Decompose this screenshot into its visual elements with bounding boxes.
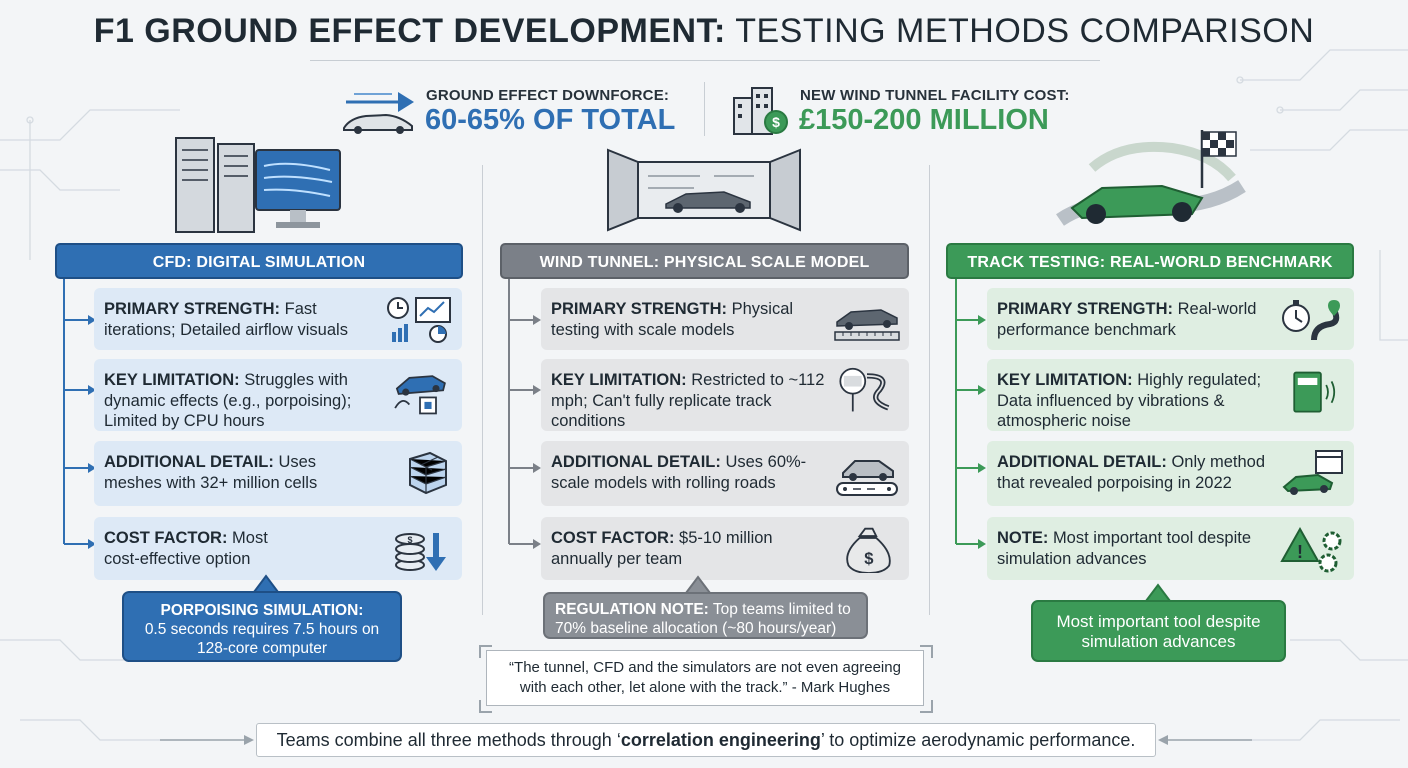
callout-text: Top teams limited to 70% baseline alloca… <box>555 601 851 637</box>
card-text: Most cost-effective option <box>104 529 268 568</box>
warning-gear-icon: ! <box>1280 526 1342 573</box>
wind-tunnel-callout: REGULATION NOTE: Top teams limited to 70… <box>543 592 868 639</box>
car-cpu-icon <box>394 375 446 415</box>
card-label: PRIMARY STRENGTH: <box>997 300 1174 318</box>
footer-left-arrow <box>160 735 254 745</box>
cfd-connector <box>63 278 96 549</box>
track-callout: Most important tool despite simulation a… <box>1031 600 1286 662</box>
card-label: KEY LIMITATION: <box>997 371 1133 389</box>
cfd-callout: PORPOISING SIMULATION: 0.5 seconds requi… <box>122 591 402 662</box>
card-label: KEY LIMITATION: <box>104 371 240 389</box>
card-text: Most important tool despite simulation a… <box>997 529 1252 568</box>
cfd-callout-pointer <box>252 574 280 593</box>
track-column-header: TRACK TESTING: REAL-WORLD BENCHMARK <box>946 243 1354 279</box>
wind-tunnel-header-text: WIND TUNNEL: PHYSICAL SCALE MODEL <box>539 254 870 271</box>
wind-tunnel-icon <box>607 148 801 232</box>
quote-box: “The tunnel, CFD and the simulators are … <box>486 650 924 706</box>
race-car-flag-icon <box>1056 130 1246 226</box>
track-limitation-card: KEY LIMITATION: Highly regulated; Data i… <box>987 359 1354 431</box>
wind-tunnel-connector <box>508 278 541 549</box>
page-title: F1 GROUND EFFECT DEVELOPMENT: TESTING ME… <box>0 12 1408 51</box>
card-text: Uses meshes with 32+ million cells <box>104 453 318 492</box>
fast-car-icon <box>343 92 414 134</box>
svg-text:$: $ <box>772 114 780 130</box>
track-connector <box>955 278 986 549</box>
cfd-strength-card: PRIMARY STRENGTH: Fast iterations; Detai… <box>94 288 462 350</box>
card-text: $5-10 million annually per team <box>551 529 773 568</box>
svg-text:!: ! <box>1297 542 1303 562</box>
cfd-column-header: CFD: DIGITAL SIMULATION <box>55 243 463 279</box>
car-calendar-icon <box>1282 450 1343 495</box>
building-money-icon: $ <box>733 87 788 135</box>
card-text: Restricted to ~112 mph; Can't fully repl… <box>551 371 825 430</box>
card-label: NOTE: <box>997 529 1049 547</box>
track-header-text: TRACK TESTING: REAL-WORLD BENCHMARK <box>967 254 1333 271</box>
title-rule <box>310 60 1100 61</box>
card-label: COST FACTOR: <box>104 529 228 547</box>
card-text: Fast iterations; Detailed airflow visual… <box>104 300 348 339</box>
callout-label: REGULATION NOTE: <box>555 601 709 618</box>
mesh-cube-icon <box>409 451 447 495</box>
wind-tunnel-strength-card: PRIMARY STRENGTH: Physical testing with … <box>541 288 909 350</box>
card-text: Struggles with dynamic effects (e.g., po… <box>104 371 352 430</box>
title-light: TESTING METHODS COMPARISON <box>735 12 1315 50</box>
wind-tunnel-detail-card: ADDITIONAL DETAIL: Uses 60%-scale models… <box>541 441 909 506</box>
column-divider-right <box>929 165 930 615</box>
card-label: PRIMARY STRENGTH: <box>551 300 728 318</box>
track-note-card: NOTE: Most important tool despite simula… <box>987 517 1354 580</box>
title-bold: F1 GROUND EFFECT DEVELOPMENT: <box>93 12 726 50</box>
card-label: ADDITIONAL DETAIL: <box>104 453 274 471</box>
track-strength-card: PRIMARY STRENGTH: Real-world performance… <box>987 288 1354 350</box>
money-bag-icon: $ <box>846 527 891 573</box>
footer-summary: Teams combine all three methods through … <box>256 723 1156 757</box>
svg-text:$: $ <box>407 535 412 545</box>
footer-post: ’ to optimize aerodynamic performance. <box>820 730 1136 750</box>
rulebook-icon <box>1293 371 1336 413</box>
quote-corner-brackets <box>479 645 933 713</box>
track-detail-card: ADDITIONAL DETAIL: Only method that reve… <box>987 441 1354 506</box>
footer-pre: Teams combine all three methods through … <box>276 730 621 750</box>
card-label: ADDITIONAL DETAIL: <box>551 453 721 471</box>
cfd-limitation-card: KEY LIMITATION: Struggles with dynamic e… <box>94 359 462 431</box>
stat-downforce-label: GROUND EFFECT DOWNFORCE: <box>426 87 670 104</box>
callout-label: PORPOISING SIMULATION: <box>160 602 364 619</box>
wind-tunnel-cost-card: COST FACTOR: $5-10 million annually per … <box>541 517 909 580</box>
card-label: COST FACTOR: <box>551 529 675 547</box>
card-text: Physical testing with scale models <box>551 300 794 339</box>
svg-text:$: $ <box>864 549 873 568</box>
speed-limit-icon <box>839 367 890 412</box>
stopwatch-track-icon <box>1282 300 1340 341</box>
card-text: Real-world performance benchmark <box>997 300 1257 339</box>
rolling-road-icon <box>836 460 898 496</box>
cfd-detail-card: ADDITIONAL DETAIL: Uses meshes with 32+ … <box>94 441 462 506</box>
wind-tunnel-limitation-card: KEY LIMITATION: Restricted to ~112 mph; … <box>541 359 909 431</box>
card-text: Highly regulated; Data influenced by vib… <box>997 371 1262 430</box>
wind-tunnel-callout-pointer <box>684 575 712 594</box>
column-divider-left <box>482 165 483 615</box>
footer-emphasis: correlation engineering <box>620 730 821 750</box>
scale-model-icon <box>834 309 900 341</box>
stat-divider <box>704 82 705 136</box>
stat-downforce-value: 60-65% OF TOTAL <box>425 104 676 136</box>
card-label: ADDITIONAL DETAIL: <box>997 453 1167 471</box>
cfd-header-text: CFD: DIGITAL SIMULATION <box>152 254 366 271</box>
cfd-cost-card: COST FACTOR: Most cost-effective option … <box>94 517 462 580</box>
card-label: KEY LIMITATION: <box>551 371 687 389</box>
quote-text: “The tunnel, CFD and the simulators are … <box>509 659 901 696</box>
stat-tunnel-cost-value: £150-200 MILLION <box>799 104 1049 136</box>
card-text: Uses 60%-scale models with rolling roads <box>551 453 807 492</box>
cfd-computer-icon <box>175 137 341 233</box>
callout-text: 0.5 seconds requires 7.5 hours on 128-co… <box>144 621 380 657</box>
card-text: Only method that revealed porpoising in … <box>997 453 1266 492</box>
stat-tunnel-cost-label: NEW WIND TUNNEL FACILITY COST: <box>800 87 1070 104</box>
callout-text: Most important tool despite simulation a… <box>1056 612 1261 651</box>
coins-down-icon: $ <box>395 533 446 571</box>
card-label: PRIMARY STRENGTH: <box>104 300 281 318</box>
wind-tunnel-column-header: WIND TUNNEL: PHYSICAL SCALE MODEL <box>500 243 909 279</box>
footer-right-arrow <box>1158 735 1252 745</box>
track-callout-pointer <box>1144 583 1172 602</box>
clock-chart-icon <box>387 297 451 343</box>
